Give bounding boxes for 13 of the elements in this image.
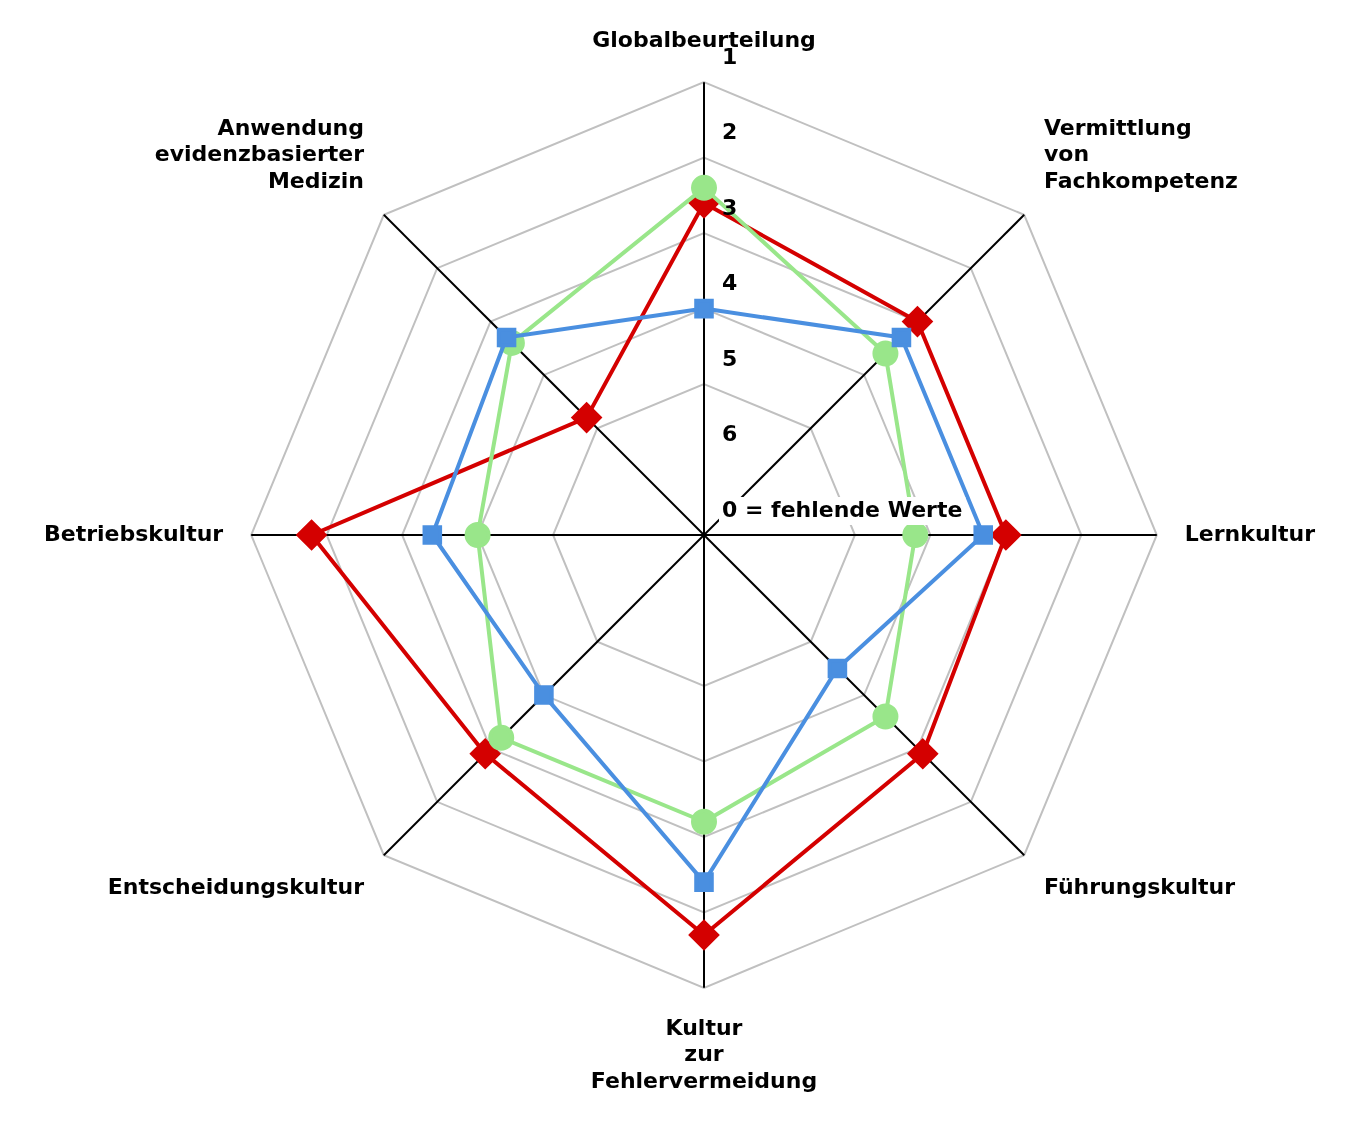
spoke-label: Entscheidungskultur xyxy=(107,873,365,899)
y-tick-label: 4 xyxy=(722,270,738,296)
spoke-label: Führungskultur xyxy=(1043,873,1236,899)
y-tick-label: 2 xyxy=(722,119,738,145)
y-tick-label: 5 xyxy=(722,345,738,371)
y-tick-label: 6 xyxy=(722,421,738,447)
spoke-label: Betriebskultur xyxy=(43,520,224,546)
spoke-label: Anwendung evidenzbasierter Medizin xyxy=(154,114,365,193)
spoke-label: Vermittlung von Fachkompetenz xyxy=(1043,114,1238,193)
text: 0 = fehlende Werte xyxy=(722,496,963,522)
spoke-label: Kultur zur Fehlervermeidung xyxy=(590,1014,818,1093)
spoke-label: Lernkultur xyxy=(1184,520,1316,546)
y-tick-label: 3 xyxy=(722,194,738,220)
